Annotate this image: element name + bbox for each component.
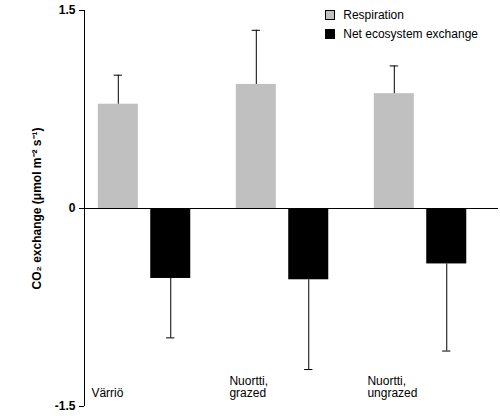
svg-text:1.5: 1.5 [59, 3, 76, 17]
svg-text:0: 0 [69, 201, 76, 215]
svg-text:-1.5: -1.5 [55, 399, 76, 413]
svg-text:CO₂ exchange (μmol m⁻² s⁻¹): CO₂ exchange (μmol m⁻² s⁻¹) [30, 127, 44, 289]
html-text:Net ecosystem exchange: Net ecosystem exchange [343, 27, 478, 41]
svg-text:Värriö: Värriö [91, 386, 123, 400]
svg-text:Nuortti,ungrazed: Nuortti,ungrazed [367, 374, 417, 400]
svg-text:Nuortti,grazed: Nuortti,grazed [229, 374, 268, 400]
html-text:Respiration: Respiration [343, 8, 404, 22]
